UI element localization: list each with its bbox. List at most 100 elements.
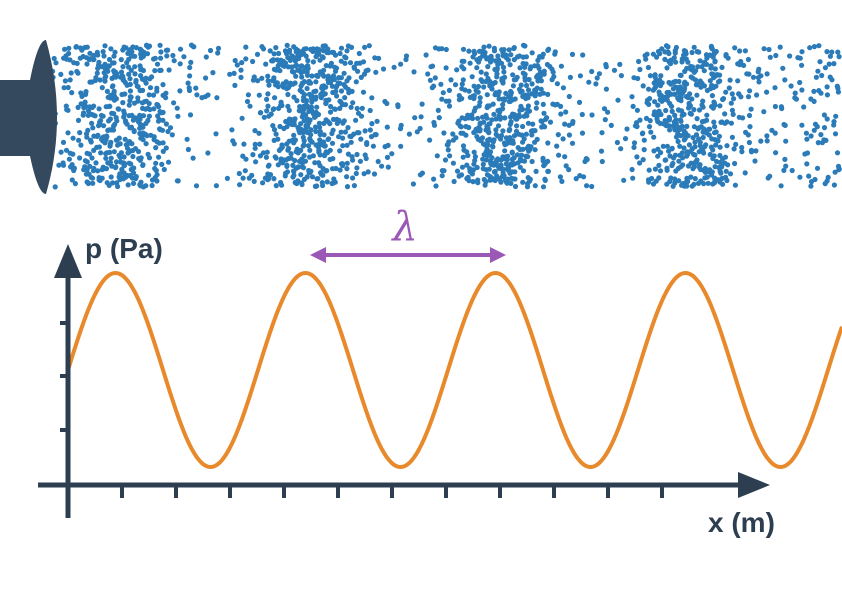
particle <box>111 68 117 74</box>
particle <box>675 165 682 171</box>
particle <box>331 180 337 186</box>
particle <box>359 105 365 111</box>
particle <box>484 146 490 152</box>
particle <box>103 104 109 110</box>
particle <box>514 152 521 158</box>
particle <box>265 91 271 97</box>
particle <box>723 174 729 180</box>
particle <box>538 118 544 124</box>
particle <box>710 147 716 153</box>
particle <box>215 45 222 52</box>
particle <box>772 85 778 91</box>
particle <box>536 54 543 60</box>
particle <box>137 116 143 122</box>
particle <box>302 127 308 133</box>
particle <box>127 81 133 87</box>
particle <box>480 141 487 147</box>
particle <box>502 148 508 154</box>
particle <box>62 78 68 84</box>
pressure-wave <box>66 270 842 470</box>
particle <box>630 175 636 181</box>
particle <box>111 97 117 103</box>
particle <box>163 95 169 101</box>
particle <box>149 182 155 189</box>
particle <box>545 140 551 146</box>
particle <box>803 130 810 136</box>
particle <box>542 124 548 130</box>
particle <box>111 149 117 155</box>
particle <box>549 77 555 83</box>
particle <box>341 82 347 88</box>
particle <box>807 45 813 51</box>
particle <box>552 102 558 108</box>
particle <box>538 86 544 92</box>
particle <box>707 169 713 175</box>
particle <box>439 168 445 174</box>
particle <box>257 141 263 147</box>
particle <box>433 183 439 189</box>
particle <box>636 58 642 65</box>
particle <box>284 141 290 147</box>
particle <box>299 164 305 170</box>
particle <box>478 77 484 83</box>
particle <box>631 75 637 81</box>
particle <box>169 132 175 138</box>
particle <box>354 165 360 171</box>
particle <box>273 82 279 88</box>
particle <box>711 180 718 186</box>
particle <box>624 126 630 132</box>
particle <box>503 135 509 141</box>
particle <box>358 113 365 119</box>
particle <box>713 83 719 89</box>
particle <box>579 130 586 136</box>
particle <box>106 56 113 63</box>
particle <box>203 54 209 60</box>
particle <box>556 152 562 158</box>
particle <box>491 45 497 51</box>
particle <box>481 119 487 125</box>
particle <box>782 156 788 162</box>
particle <box>252 128 258 134</box>
particle <box>410 181 416 187</box>
particle <box>445 147 451 153</box>
particle <box>406 131 412 137</box>
particle <box>722 154 729 160</box>
particle <box>712 124 718 130</box>
particle <box>203 75 209 81</box>
particle <box>672 112 678 118</box>
particle <box>300 143 306 149</box>
particle <box>506 127 512 133</box>
particle <box>655 102 661 108</box>
particle <box>664 97 670 103</box>
particle <box>291 172 297 178</box>
particle <box>436 115 442 121</box>
particle <box>341 70 347 76</box>
particle <box>122 136 128 142</box>
particle <box>436 46 442 52</box>
particle <box>301 138 307 144</box>
particle <box>816 43 822 49</box>
particle <box>577 73 584 79</box>
particle <box>292 157 298 164</box>
particle <box>417 172 423 178</box>
particle <box>742 48 749 54</box>
particle <box>461 58 467 64</box>
particle <box>63 147 70 153</box>
particle <box>511 45 517 52</box>
particle <box>702 175 708 181</box>
particle <box>799 49 805 55</box>
particle <box>397 126 404 132</box>
particle <box>720 181 726 187</box>
particle <box>264 96 270 102</box>
particle <box>236 170 242 177</box>
particle <box>580 52 586 58</box>
particle <box>232 57 238 64</box>
particle <box>185 80 191 86</box>
particle <box>710 54 716 60</box>
particle <box>653 178 659 184</box>
particle <box>511 112 517 118</box>
particle <box>309 174 316 180</box>
particle <box>475 177 481 183</box>
particle <box>327 147 333 153</box>
particle <box>75 104 81 110</box>
